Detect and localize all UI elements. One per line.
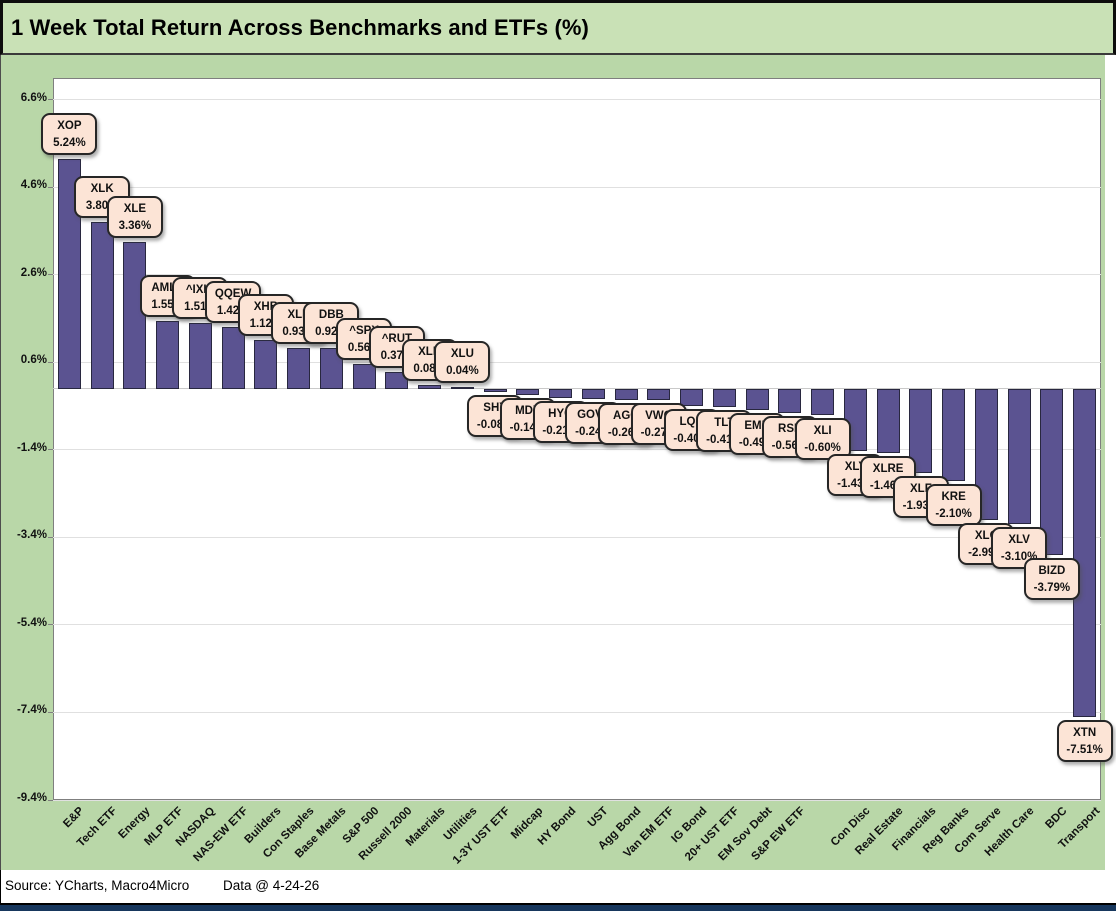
data-callout: XLI -0.60% [794, 417, 851, 460]
callout-ticker: XLE [123, 202, 147, 215]
bar-EMB [745, 388, 769, 411]
chart-canvas: 6.6% 4.6% 2.6% 0.6% -1.4% -3.4% -5.4% -7.4% -9.4… [0, 55, 1113, 870]
data-callout: BIZD -3.79% [1023, 557, 1080, 600]
callout-value: 3.36% [118, 219, 152, 232]
source-text: Source: YCharts, Macro4Micro [5, 878, 190, 893]
callout-value: 0.04% [446, 364, 479, 377]
callout-value: -0.60% [804, 441, 841, 454]
y-axis-label: 2.6% [20, 266, 47, 279]
y-axis-label: -5.4% [16, 616, 47, 629]
callout-ticker: KRE [941, 490, 966, 503]
bar-QQEW [221, 326, 245, 389]
bar-XLF [909, 388, 933, 474]
y-gridline [53, 536, 1101, 538]
y-axis-label: -7.4% [16, 704, 47, 717]
data-callout: KRE -2.10% [925, 483, 982, 526]
y-gridline [53, 799, 1101, 801]
callout-ticker: XLK [90, 183, 114, 196]
bar-SPX [352, 364, 376, 389]
y-gridline [53, 274, 1101, 276]
bar-LQD [680, 388, 704, 407]
y-tick-mark [48, 449, 53, 451]
y-tick-mark [48, 624, 53, 626]
data-callout: XTN -7.51% [1056, 720, 1113, 763]
callout-ticker: XLRE [872, 462, 904, 475]
y-axis-label: -9.4% [16, 792, 47, 804]
bar-XTN [1073, 388, 1097, 718]
zero-axis-line [53, 388, 1101, 390]
bar-KRE [942, 388, 966, 481]
callout-ticker: BIZD [1038, 564, 1066, 577]
bar-BIZD [1040, 388, 1064, 555]
bar-XLK [90, 222, 114, 389]
bar-IXIC [188, 322, 212, 389]
bar-GOVT [581, 388, 605, 400]
bar-HYG [549, 388, 573, 398]
y-axis-label: 6.6% [20, 91, 47, 104]
callout-ticker: XTN [1073, 727, 1097, 740]
footer-divider-line [0, 903, 1116, 905]
data-date-text: Data @ 4-24-26 [223, 878, 320, 893]
y-gridline [53, 711, 1101, 713]
bar-SHY [483, 388, 507, 393]
y-tick-mark [48, 711, 53, 713]
callout-value: -3.79% [1033, 581, 1071, 594]
bar-XLI [811, 388, 835, 415]
callout-ticker: XLU [450, 347, 474, 360]
callout-ticker: XOP [57, 120, 82, 133]
bar-XHB [254, 339, 278, 389]
title-bar: 1 Week Total Return Across Benchmarks an… [0, 0, 1116, 55]
chart-title: 1 Week Total Return Across Benchmarks an… [11, 15, 589, 40]
bar-TLT [712, 388, 736, 407]
data-callout: XHB 1.12% [237, 293, 294, 336]
callout-value: -7.51% [1066, 744, 1103, 757]
callout-ticker: XLI [813, 424, 832, 437]
bar-MDY [516, 388, 540, 395]
bar-XOP [57, 159, 81, 389]
bar-XLB [418, 385, 442, 389]
bar-RSP [778, 388, 802, 414]
y-axis-label: 0.6% [20, 354, 47, 367]
bar-VWO [647, 388, 671, 401]
callout-ticker: DBB [318, 309, 344, 322]
y-tick-mark [48, 186, 53, 188]
bar-XLRE [876, 388, 900, 453]
bar-AMLP [156, 320, 180, 389]
callout-value: 5.24% [53, 137, 86, 150]
y-axis-label: 4.6% [20, 179, 47, 192]
footer: Source: YCharts, Macro4Micro Data @ 4-24… [0, 870, 1116, 903]
data-callout: XLU 0.04% [434, 340, 491, 383]
data-callout: XLE 3.36% [106, 195, 163, 238]
y-axis-label: -1.4% [16, 441, 47, 454]
callout-ticker: XLV [1008, 534, 1030, 547]
bar-XLU [450, 386, 474, 389]
bar-XLC [974, 388, 998, 520]
bottom-accent-strip [0, 905, 1116, 911]
bar-DBB [319, 348, 343, 389]
data-callout: XOP 5.24% [41, 113, 98, 156]
bar-AGG [614, 388, 638, 401]
y-gridline [53, 186, 1101, 188]
y-gridline [53, 449, 1101, 451]
y-gridline [53, 99, 1101, 101]
y-tick-mark [48, 274, 53, 276]
y-tick-mark [48, 536, 53, 538]
y-tick-mark [48, 799, 53, 801]
bar-XLP [287, 347, 311, 389]
y-gridline [53, 624, 1101, 626]
bar-XLV [1007, 388, 1031, 525]
y-tick-mark [48, 99, 53, 101]
y-tick-mark [48, 361, 53, 363]
callout-value: -2.10% [935, 507, 972, 520]
y-axis-label: -3.4% [16, 529, 47, 542]
y-gridline [53, 361, 1101, 363]
